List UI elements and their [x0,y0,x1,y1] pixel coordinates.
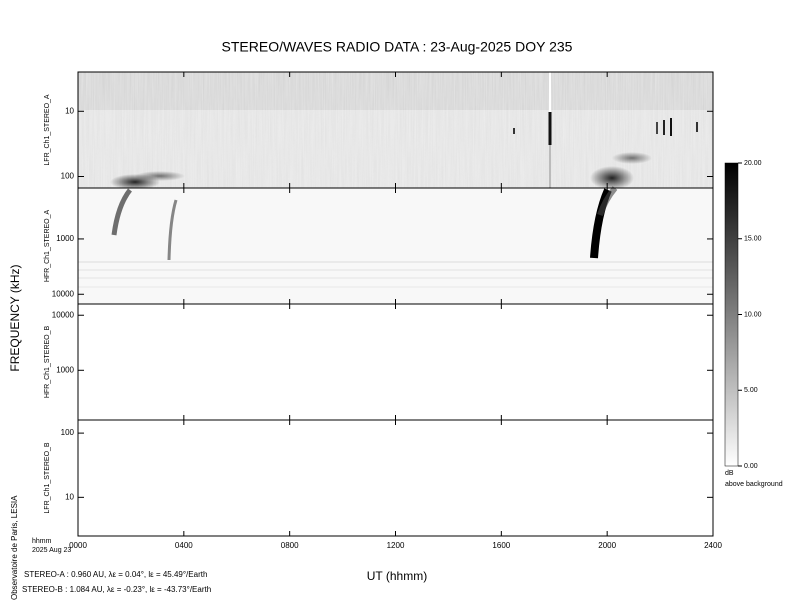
x-tick-label: 1600 [492,541,510,550]
colorbar-label: dB [725,470,734,477]
y-tick-label: 100 [61,428,75,437]
colorbar [724,162,739,467]
y-tick-label: 100 [61,172,75,181]
y-tick-label: 10 [65,492,74,501]
title: STEREO/WAVES RADIO DATA : 23-Aug-2025 DO… [222,39,573,55]
colorbar-tick-label: 20.00 [744,160,762,167]
y-axis-label: FREQUENCY (kHz) [8,264,22,371]
x-tick-label: 1200 [387,541,405,550]
position-text: STEREO-A : 0.960 AU, λε = 0.04°, lε = 45… [24,570,207,579]
x-tick-label: 0400 [175,541,193,550]
colorbar-sublabel: above background [725,481,783,488]
x-tick-label: 0000 [69,541,87,550]
y-tick-label: 10000 [52,310,75,319]
x-axis-label: UT (hhmm) [367,569,427,583]
panel-label: HFR_Ch1_STEREO_B [44,325,51,398]
colorbar-tick-label: 0.00 [744,463,758,470]
credit: Observatoire de Paris, LESIA [10,495,19,600]
spectrogram-image [78,72,713,304]
panel-frame [77,419,714,537]
panel-frame [77,303,714,421]
date-label: 2025 Aug 23 [32,547,71,554]
panel-label: HFR_Ch1_STEREO_A [44,209,51,282]
position-text: STEREO-B : 1.084 AU, λε = -0.23°, lε = -… [22,585,211,594]
y-tick-label: 1000 [56,365,74,374]
y-tick-label: 1000 [56,234,74,243]
panel-label: LFR_Ch1_STEREO_A [44,94,51,166]
x-tick-label: 0800 [281,541,299,550]
x-tick-label: 2000 [598,541,616,550]
colorbar-tick-label: 5.00 [744,387,758,394]
colorbar-tick-label: 15.00 [744,236,762,243]
y-tick-label: 10 [65,106,74,115]
date-label: hhmm [32,538,52,545]
panel-label: LFR_Ch1_STEREO_B [44,442,51,514]
x-tick-label: 2400 [704,541,722,550]
colorbar-tick-label: 10.00 [744,311,762,318]
y-tick-label: 10000 [52,289,75,298]
